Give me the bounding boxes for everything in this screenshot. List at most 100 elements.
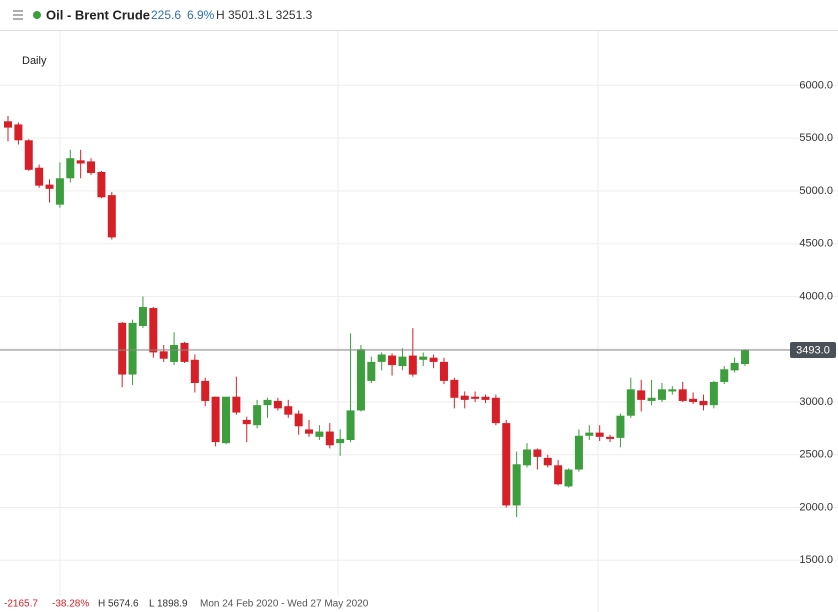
candle-body <box>689 398 698 402</box>
interval-label: Daily <box>22 55 47 67</box>
candle-body <box>232 396 241 413</box>
candle-body <box>439 361 448 381</box>
candle-body <box>149 308 158 353</box>
candle-body <box>730 362 739 371</box>
range-low: L 1898.9 <box>149 599 188 610</box>
candle-body <box>242 419 251 425</box>
candle-body <box>356 349 365 411</box>
candle-body <box>709 381 718 406</box>
candle-body <box>616 415 625 438</box>
candle-body <box>543 457 552 466</box>
range-pct-change: -38.28% <box>52 599 89 610</box>
candle-body <box>45 184 54 189</box>
pct-change: 6.9% <box>187 8 215 22</box>
y-tick-label: 2500.0 <box>799 449 833 461</box>
candle-body <box>325 431 334 446</box>
grid <box>0 84 838 561</box>
candle-body <box>221 396 230 444</box>
candle-body <box>24 140 33 170</box>
candle-body <box>159 351 168 359</box>
candle-body <box>678 389 687 401</box>
candle-body <box>336 438 345 444</box>
candle-body <box>253 405 262 426</box>
candle-body <box>657 389 666 400</box>
y-tick-label: 5500.0 <box>799 132 833 144</box>
candle-body <box>408 355 417 375</box>
candle-body <box>4 121 12 128</box>
candle-body <box>128 322 137 375</box>
candles <box>4 116 749 518</box>
candle-body <box>533 449 542 457</box>
y-tick-label: 3000.0 <box>799 396 833 408</box>
candle-body <box>450 379 459 398</box>
candle-body <box>388 355 397 366</box>
candle-body <box>585 432 594 436</box>
session-low: L 3251.3 <box>266 8 313 22</box>
candle-body <box>294 413 303 427</box>
candle-body <box>170 345 179 362</box>
candle-body <box>211 396 220 443</box>
candle-body <box>76 160 85 164</box>
candle-body <box>263 399 272 406</box>
candle-body <box>201 380 210 401</box>
y-tick-label: 1500.0 <box>799 554 833 566</box>
candle-body <box>118 322 127 375</box>
candle-body <box>460 395 469 400</box>
candle-body <box>502 423 511 506</box>
menu-icon[interactable] <box>13 10 23 20</box>
candle-body <box>491 397 500 424</box>
y-tick-label: 4500.0 <box>799 238 833 250</box>
candle-body <box>14 124 23 141</box>
candle-body <box>637 390 646 400</box>
candle-body <box>190 359 199 383</box>
session-high: H 3501.3 <box>216 8 265 22</box>
candle-body <box>699 400 708 406</box>
header <box>0 0 838 30</box>
y-tick-label: 5000.0 <box>799 185 833 197</box>
y-tick-label: 2000.0 <box>799 501 833 513</box>
candle-body <box>66 158 75 179</box>
candle-body <box>107 195 116 238</box>
candle-body <box>647 397 656 401</box>
candle-body <box>523 449 532 466</box>
candle-body <box>305 429 314 434</box>
candle-body <box>398 356 407 367</box>
candle-body <box>35 167 44 186</box>
candle-body <box>471 396 480 399</box>
candle-body <box>138 307 147 327</box>
candle-body <box>429 357 438 362</box>
candle-body <box>97 171 106 198</box>
range-change: -2165.7 <box>4 599 38 610</box>
candle-body <box>554 465 563 485</box>
candle-body <box>626 389 635 416</box>
candle-body <box>419 356 428 360</box>
candle-body <box>595 432 604 437</box>
candle-body <box>273 400 282 409</box>
date-range: Mon 24 Feb 2020 - Wed 27 May 2020 <box>200 599 369 610</box>
candle-body <box>564 469 573 487</box>
footer-background <box>0 596 380 612</box>
candle-body <box>512 464 521 506</box>
y-tick-label: 4000.0 <box>799 290 833 302</box>
range-high: H 5674.6 <box>98 599 139 610</box>
candle-body <box>87 161 96 173</box>
candle-body <box>180 342 189 362</box>
y-tick-label: 6000.0 <box>799 79 833 91</box>
candle-body <box>55 178 64 205</box>
last-price-label: 3493.0 <box>796 344 830 356</box>
overlay: 1500.02000.02500.03000.03500.04000.04500… <box>0 79 836 566</box>
last-price-tag <box>790 341 836 358</box>
price-change: 225.6 <box>151 8 181 22</box>
candle-body <box>606 436 615 439</box>
candle-body <box>367 361 376 381</box>
candle-body <box>720 369 729 382</box>
candle-body <box>315 431 324 437</box>
candle-body <box>346 410 355 440</box>
candle-body <box>377 354 386 362</box>
candle-body <box>741 349 749 365</box>
candle-body <box>574 435 583 470</box>
candle-body <box>284 406 293 415</box>
